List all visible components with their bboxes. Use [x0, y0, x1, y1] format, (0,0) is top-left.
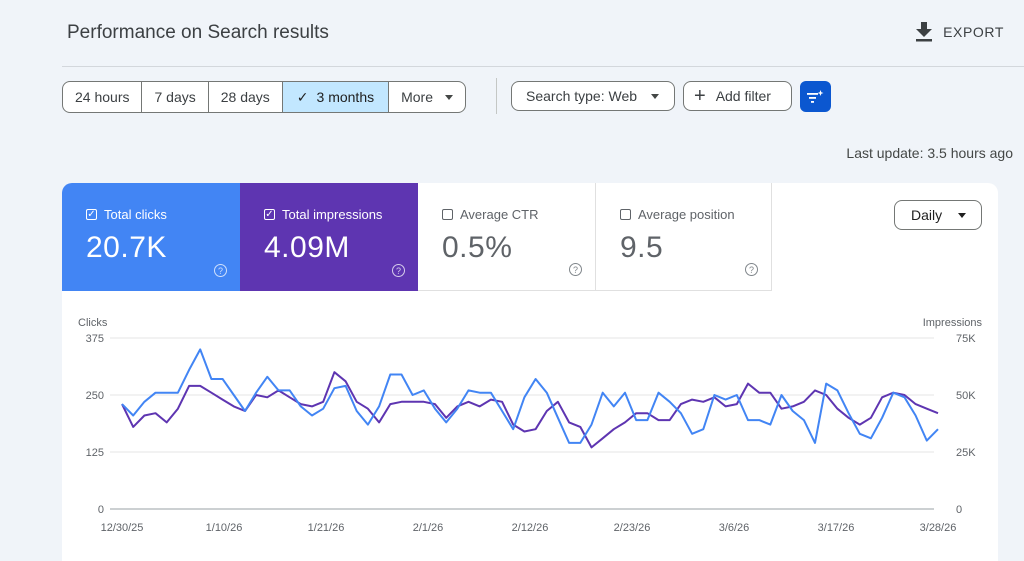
- checkbox-unchecked-icon[interactable]: [620, 209, 631, 220]
- y-right-tick-label: 50K: [956, 390, 976, 402]
- last-update-text: Last update: 3.5 hours ago: [846, 145, 1013, 161]
- checkbox-unchecked-icon[interactable]: [442, 209, 453, 220]
- range-label: 28 days: [220, 89, 270, 105]
- add-filter-label: Add filter: [715, 88, 771, 104]
- range-3-months[interactable]: ✓ 3 months: [282, 82, 390, 112]
- granularity-label: Daily: [911, 207, 943, 223]
- x-tick-label: 2/12/26: [512, 522, 549, 534]
- caret-down-icon: [958, 212, 967, 218]
- page-header: Performance on Search results EXPORT: [62, 0, 1024, 67]
- search-type-dropdown[interactable]: Search type: Web: [511, 81, 675, 111]
- series-line-impressions: [121, 371, 939, 449]
- range-label: More: [401, 89, 434, 105]
- help-icon[interactable]: ?: [392, 264, 405, 277]
- y-left-tick-label: 250: [86, 390, 104, 402]
- range-more-dropdown[interactable]: More: [389, 82, 465, 112]
- range-28-days[interactable]: 28 days: [209, 82, 283, 112]
- y-right-tick-label: 75K: [956, 333, 976, 345]
- checkbox-checked-icon[interactable]: ✓: [264, 208, 275, 220]
- y-left-tick-label: 375: [86, 333, 104, 345]
- page-title: Performance on Search results: [67, 22, 329, 43]
- y-right-tick-label: 25K: [956, 447, 976, 459]
- range-7-days[interactable]: 7 days: [142, 82, 209, 112]
- export-label: EXPORT: [943, 24, 1004, 40]
- x-tick-label: 3/17/26: [818, 522, 855, 534]
- help-icon[interactable]: ?: [745, 263, 758, 276]
- help-icon[interactable]: ?: [214, 264, 227, 277]
- performance-card: ✓ Total clicks 20.7K ? ✓ Total impressions…: [62, 183, 998, 561]
- x-tick-label: 1/10/26: [206, 522, 243, 534]
- y-axis-left-label: Clicks: [78, 317, 108, 329]
- metric-label: Total clicks: [104, 207, 167, 222]
- metric-total-impressions[interactable]: ✓ Total impressions 4.09M ?: [240, 183, 418, 291]
- add-filter-button[interactable]: + Add filter: [683, 81, 792, 111]
- search-type-label: Search type: Web: [526, 88, 638, 104]
- granularity-dropdown[interactable]: Daily: [894, 200, 982, 230]
- caret-down-icon: [445, 94, 454, 100]
- range-label: 24 hours: [75, 89, 130, 105]
- metric-value: 20.7K: [86, 231, 167, 264]
- y-left-tick-label: 125: [86, 447, 104, 459]
- filter-options-button[interactable]: [800, 81, 831, 112]
- help-icon[interactable]: ?: [569, 263, 582, 276]
- download-icon: [916, 22, 933, 42]
- metric-total-clicks[interactable]: ✓ Total clicks 20.7K ?: [62, 183, 240, 291]
- metric-value: 9.5: [620, 231, 664, 264]
- x-tick-label: 12/30/25: [101, 522, 144, 534]
- x-tick-label: 3/6/26: [719, 522, 750, 534]
- toolbar-divider: [496, 78, 497, 114]
- metric-average-ctr[interactable]: Average CTR 0.5% ?: [418, 183, 596, 291]
- x-tick-label: 2/23/26: [614, 522, 651, 534]
- series-line-clicks: [121, 348, 939, 444]
- y-right-tick-label: 0: [956, 504, 962, 516]
- x-tick-label: 2/1/26: [413, 522, 444, 534]
- y-left-tick-label: 0: [98, 504, 104, 516]
- y-axis-right-label: Impressions: [923, 317, 983, 329]
- x-tick-label: 1/21/26: [308, 522, 345, 534]
- filter-sparkle-icon: [807, 89, 824, 103]
- range-24-hours[interactable]: 24 hours: [63, 82, 143, 112]
- metric-label: Average position: [638, 207, 735, 222]
- metric-label: Average CTR: [460, 207, 539, 222]
- check-icon: ✓: [296, 88, 309, 105]
- caret-down-icon: [651, 93, 660, 99]
- export-button[interactable]: EXPORT: [915, 22, 1004, 42]
- date-range-selector: 24 hours 7 days 28 days ✓ 3 months More: [62, 81, 467, 113]
- metric-value: 4.09M: [264, 231, 350, 264]
- metric-value: 0.5%: [442, 231, 513, 264]
- range-label: 7 days: [154, 89, 196, 105]
- metric-average-position[interactable]: Average position 9.5 ?: [596, 183, 772, 291]
- checkbox-checked-icon[interactable]: ✓: [86, 208, 97, 220]
- plus-icon: +: [694, 85, 706, 107]
- x-tick-label: 3/28/26: [920, 522, 957, 534]
- range-label: 3 months: [316, 89, 375, 105]
- metric-label: Total impressions: [282, 207, 383, 222]
